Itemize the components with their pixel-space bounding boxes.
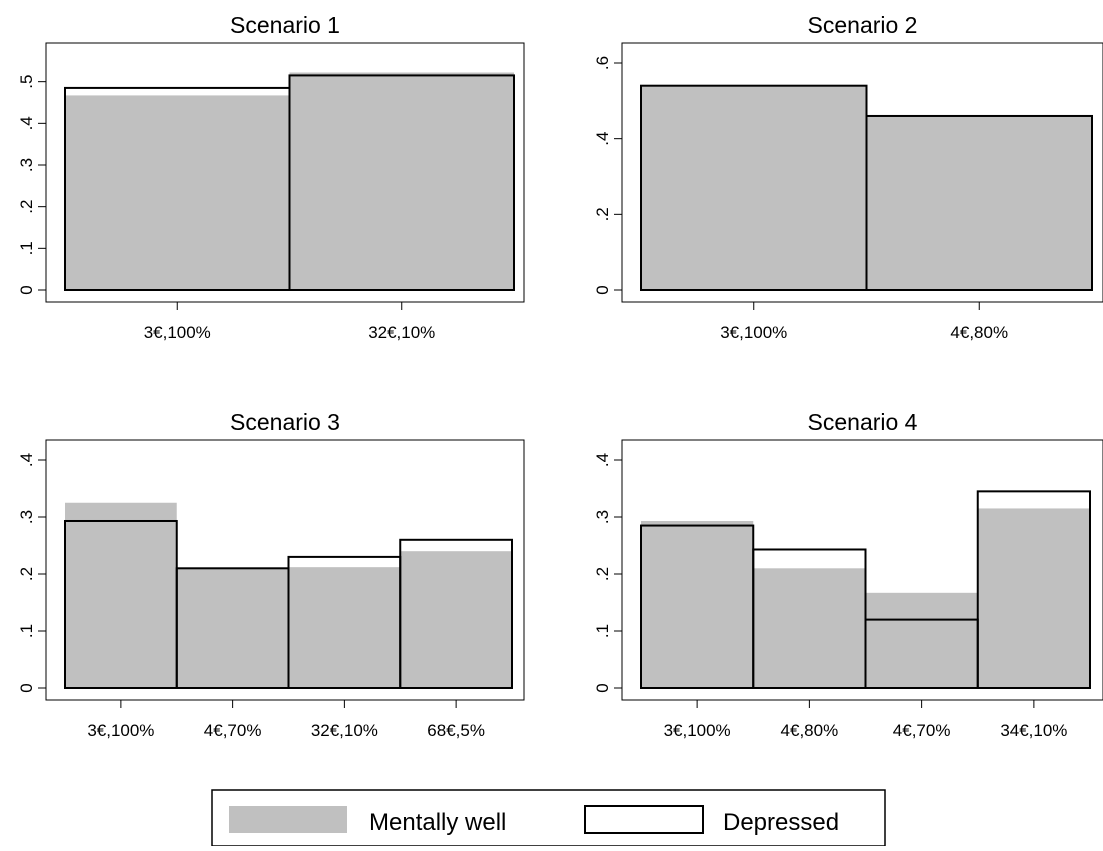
bar-depressed [288,74,515,291]
y-tick-label: .4 [17,453,36,467]
x-tick-label: 32€,10% [368,323,435,342]
bar-mentally-well [65,502,177,688]
legend-label-mentally-well: Mentally well [369,809,506,836]
x-tick-label: 34€,10% [1000,721,1067,740]
legend-swatch-mentally-well [229,806,347,833]
y-tick-label: .1 [593,624,612,638]
y-tick-label: .5 [17,75,36,89]
panel-title: Scenario 3 [230,409,340,435]
legend: Mentally well Depressed [211,789,886,847]
bar-depressed [865,114,1093,292]
panel-scenario-2: Scenario 2 0 .2 .4 .6 3€,100% 4€,80% [593,12,1103,342]
y-tick-label: 0 [17,683,36,692]
y-tick-label: 0 [593,285,612,294]
y-tick-label: .2 [593,207,612,221]
x-tick-label: 3€,100% [144,323,211,342]
y-tick-label: .3 [593,510,612,524]
x-tick-label: 4€,80% [781,721,839,740]
y-tick-label: .3 [17,510,36,524]
y-tick-label: .4 [593,453,612,467]
panels-group: Scenario 10.1.2.3.4.53€,100% 32€,10%Scena… [17,12,1103,740]
x-tick-label: 4€,80% [950,323,1008,342]
bar-mentally-well [865,592,978,688]
bar-mentally-well [753,568,866,688]
panel-scenario-3: Scenario 3 0 .1 .2 .3 .4 3€,100% 4€,70% 32€,10% 6… [17,409,525,740]
legend-label-depressed: Depressed [723,809,839,836]
bar-mentally-well [289,72,514,290]
y-tick-label: .1 [17,241,36,255]
x-tick-label: 3€,100% [720,323,787,342]
bar-mentally-well [641,85,867,290]
panel-title: Scenario 2 [808,12,918,38]
y-tick-label: 0 [17,285,36,294]
panel-scenario-1: Scenario 1 0 .1 .2 .3 .4 .5 3€,100% 32€,10% [17,12,525,342]
bar-mentally-well [977,508,1090,688]
bar-depressed [976,490,1091,689]
x-tick-label: 68€,5% [427,721,485,740]
bar-mentally-well [288,567,401,688]
x-tick-label: 4€,70% [893,721,951,740]
bar-depressed [399,538,513,689]
y-tick-label: 0 [593,683,612,692]
y-tick-label: .2 [17,567,36,581]
x-tick-label: 3€,100% [87,721,154,740]
y-tick-label: .4 [593,132,612,146]
panel-title: Scenario 4 [808,409,918,435]
bar-mentally-well [641,520,754,688]
y-tick-label: .4 [17,116,36,130]
bar-mentally-well [176,568,289,688]
x-tick-label: 3€,100% [664,721,731,740]
y-tick-label: .1 [17,624,36,638]
panel-title: Scenario 1 [230,12,340,38]
bar-mentally-well [866,115,1092,290]
y-tick-label: .2 [17,200,36,214]
panel-scenario-4: Scenario 4 0 .1 .2 .3 .4 3€,100% 4€,80% 4€,70% 34… [593,409,1103,740]
y-tick-label: .6 [593,56,612,70]
y-tick-label: .2 [593,567,612,581]
x-tick-label: 32€,10% [311,721,378,740]
bar-mentally-well [400,551,512,688]
legend-swatch-depressed [584,805,704,834]
bar-mentally-well [65,95,290,291]
x-tick-label: 4€,70% [204,721,262,740]
y-tick-label: .3 [17,158,36,172]
